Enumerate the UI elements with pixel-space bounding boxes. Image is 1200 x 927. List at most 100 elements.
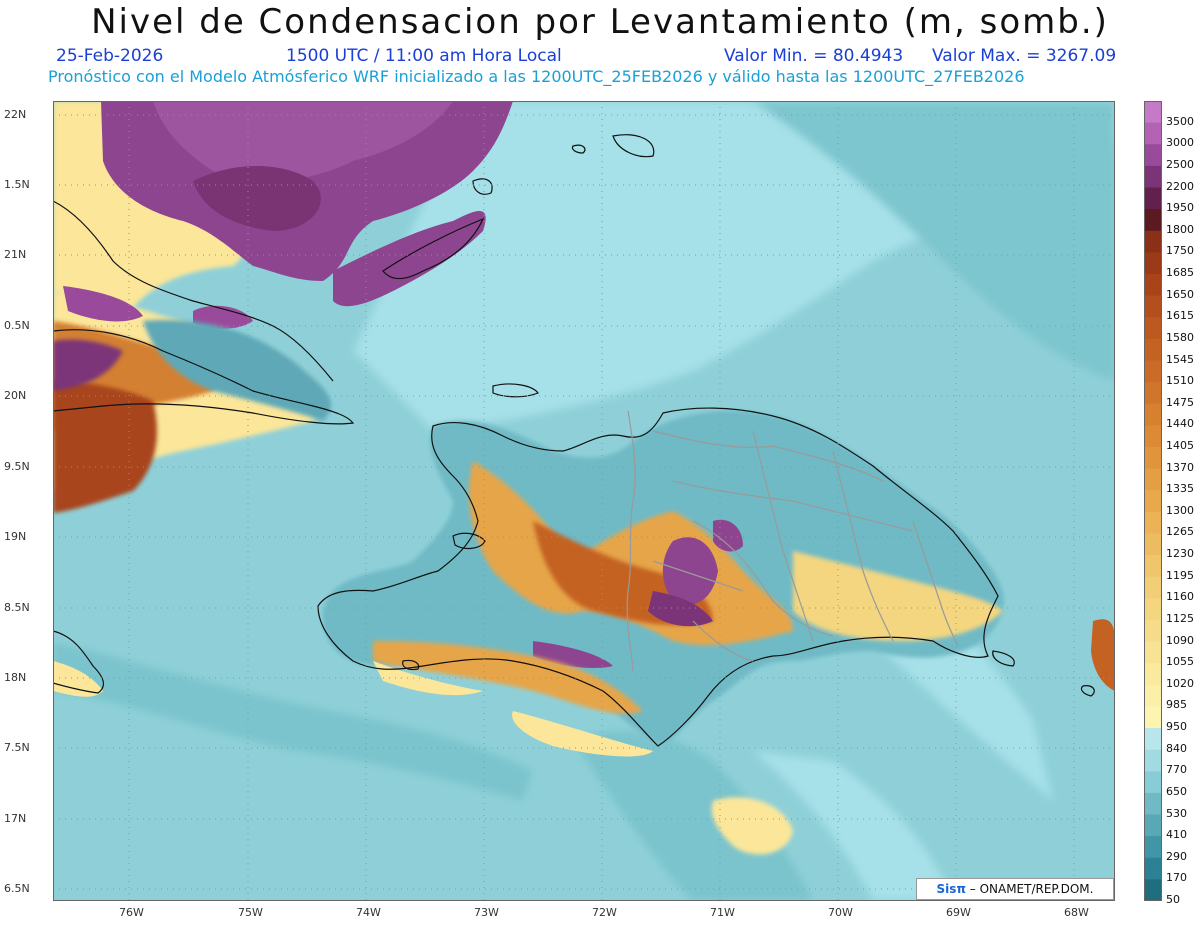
legend-swatch-1950 <box>1144 187 1162 210</box>
lat-label-17n: 17N <box>4 812 27 825</box>
lcl-map <box>53 101 1115 901</box>
legend-swatch-2500 <box>1144 144 1162 167</box>
legend-swatch-170 <box>1144 857 1162 880</box>
legend-label-410: 410 <box>1166 828 1187 842</box>
shade-985-cuba-north <box>53 101 244 321</box>
legend-swatch-1335 <box>1144 468 1162 491</box>
shade-2200-central <box>648 591 713 627</box>
map-frame <box>53 101 1115 901</box>
lon-label-73w: 73W <box>474 906 499 919</box>
legend-swatch-1545 <box>1144 338 1162 361</box>
legend-swatch-1405 <box>1144 425 1162 448</box>
lat-label-19-5n: 9.5N <box>4 460 30 473</box>
bahamas-island-1 <box>382 217 485 280</box>
gonave-island <box>452 532 486 550</box>
legend-swatch-1510 <box>1144 360 1162 383</box>
jamaica-coast <box>53 630 105 694</box>
legend-label-770: 770 <box>1166 763 1187 777</box>
legend-swatch-1580 <box>1144 317 1162 340</box>
lon-label-72w: 72W <box>592 906 617 919</box>
legend-frame <box>1144 101 1162 901</box>
turks-caicos-2 <box>571 144 586 154</box>
legend-swatch-1440 <box>1144 403 1162 426</box>
shade-2500-cuba-east <box>193 305 253 329</box>
legend-swatch-3000 <box>1144 122 1162 145</box>
legend-label-1510: 1510 <box>1166 374 1194 388</box>
credit-box: Sisπ – ONAMET/REP.DOM. <box>916 878 1114 900</box>
shade-650-south <box>573 730 813 901</box>
hispaniola-coast <box>317 407 999 747</box>
shade-770-southeast <box>753 751 953 901</box>
province-line-1 <box>652 430 884 482</box>
saona-island <box>992 650 1015 667</box>
legend-label-1335: 1335 <box>1166 482 1194 496</box>
haiti-dr-border <box>626 410 636 672</box>
legend-label-170: 170 <box>1166 871 1187 885</box>
legend-label-1370: 1370 <box>1166 460 1194 474</box>
legend-label-1580: 1580 <box>1166 330 1194 344</box>
lat-label-18n: 18N <box>4 671 27 684</box>
legend-swatch-1090 <box>1144 619 1162 643</box>
lon-label-69w: 69W <box>946 906 971 919</box>
shade-1300-south-coast <box>373 641 643 714</box>
lat-label-21n: 21N <box>4 248 27 261</box>
min-value: Valor Min. = 80.4943 <box>724 46 904 66</box>
legend-swatch-770 <box>1144 749 1162 772</box>
legend-label-1300: 1300 <box>1166 503 1194 517</box>
legend-label-290: 290 <box>1166 849 1187 863</box>
legend-swatch-1615 <box>1144 295 1162 318</box>
legend-label-1020: 1020 <box>1166 676 1194 690</box>
sispi-logo: Sisπ <box>936 882 966 896</box>
province-line-7 <box>652 560 744 592</box>
province-line-4 <box>752 430 814 642</box>
graticule <box>53 101 1115 901</box>
shade-2200-bahamas <box>193 166 321 231</box>
legend-label-1125: 1125 <box>1166 611 1194 625</box>
legend-swatch-3500 <box>1144 101 1162 124</box>
legend-label-1055: 1055 <box>1166 655 1194 669</box>
lat-label-16-5n: 6.5N <box>4 882 30 895</box>
shade-985-jamaica <box>53 661 103 697</box>
legend-swatch-410 <box>1144 814 1162 837</box>
legend-label-1090: 1090 <box>1166 633 1194 647</box>
lat-label-20-5n: 0.5N <box>4 319 30 332</box>
legend-label-1650: 1650 <box>1166 287 1194 301</box>
lat-label-18-5n: 8.5N <box>4 601 30 614</box>
legend-label-1405: 1405 <box>1166 438 1194 452</box>
legend-swatch-1125 <box>1144 598 1162 621</box>
legend-swatch-1685 <box>1144 252 1162 275</box>
legend-label-2500: 2500 <box>1166 157 1194 171</box>
lat-label-19n: 19N <box>4 530 27 543</box>
province-line-5 <box>832 450 894 642</box>
legend-swatch-840 <box>1144 728 1162 751</box>
lon-label-76w: 76W <box>119 906 144 919</box>
shade-3000-bahamas <box>153 101 453 182</box>
ile-a-vache <box>402 659 420 671</box>
legend-swatch-1160 <box>1144 576 1162 599</box>
shade-650-southwest <box>53 641 533 801</box>
lon-label-68w: 68W <box>1064 906 1089 919</box>
legend-label-50: 50 <box>1166 893 1180 906</box>
legend-label-1800: 1800 <box>1166 222 1194 236</box>
shade-985-barahona <box>512 711 653 757</box>
lat-label-21-5n: 1.5N <box>4 178 30 191</box>
legend-swatch-950 <box>1144 706 1162 729</box>
lon-label-70w: 70W <box>828 906 853 919</box>
lat-label-17-5n: 7.5N <box>4 741 30 754</box>
legend-label-1750: 1750 <box>1166 244 1194 258</box>
province-line-2 <box>672 480 914 532</box>
legend-swatch-530 <box>1144 792 1162 816</box>
legend-swatch-50 <box>1144 879 1162 901</box>
shade-1125-southeast <box>793 551 1003 641</box>
legend-swatch-1020 <box>1144 663 1162 686</box>
max-value: Valor Max. = 3267.09 <box>932 46 1117 66</box>
legend-swatch-1650 <box>1144 273 1162 297</box>
legend-label-985: 985 <box>1166 698 1187 712</box>
legend-swatch-1195 <box>1144 555 1162 578</box>
legend-label-1440: 1440 <box>1166 417 1194 431</box>
legend-label-3500: 3500 <box>1166 114 1194 128</box>
forecast-description: Pronóstico con el Modelo Atmósferico WRF… <box>48 67 1025 86</box>
legend-label-1950: 1950 <box>1166 201 1194 215</box>
legend-swatch-290 <box>1144 836 1162 859</box>
legend-label-1475: 1475 <box>1166 395 1194 409</box>
